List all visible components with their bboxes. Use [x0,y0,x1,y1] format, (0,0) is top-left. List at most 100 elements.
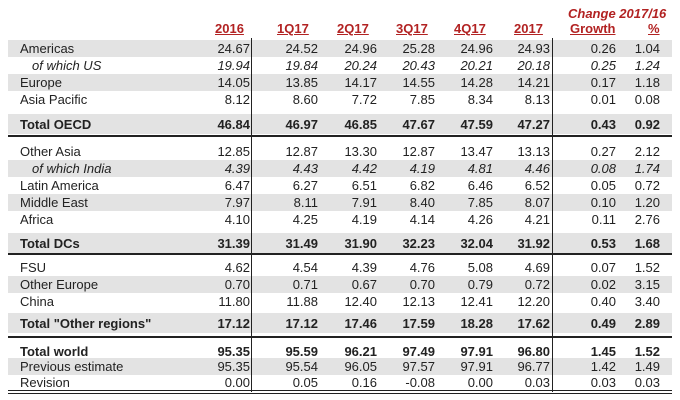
cell-2q17: 6.51 [351,178,377,193]
cell-percent: 1.18 [634,75,660,90]
cell-2017: 20.18 [517,58,550,73]
cell-1q17: 0.05 [292,375,318,390]
divider [8,336,672,338]
cell-2016: 0.70 [224,277,250,292]
cell-2016: 6.47 [224,178,250,193]
cell-2016: 95.35 [217,344,250,359]
column-divider [552,38,553,392]
cell-growth: 0.11 [591,212,616,227]
cell-3q17: 25.28 [402,41,435,56]
cell-4q17: 97.91 [460,344,493,359]
cell-growth: 0.03 [590,375,616,390]
cell-2017: 8.13 [524,92,550,107]
cell-growth: 0.02 [590,277,616,292]
cell-3q17: 17.59 [402,316,435,331]
col-header-1q17: 1Q17 [277,21,309,36]
cell-percent: 3.40 [634,294,660,309]
col-header-percent: % [648,21,660,36]
cell-1q17: 12.87 [285,144,318,159]
row-label: Other Europe [20,277,99,292]
cell-2q17: 4.19 [351,212,377,227]
cell-2017: 96.80 [517,344,550,359]
table-row: Latin America 6.47 6.27 6.51 6.82 6.46 6.52 0.0… [8,177,672,194]
cell-2016: 8.12 [224,92,250,107]
cell-2017: 8.07 [524,195,550,210]
cell-growth: 0.10 [590,195,616,210]
cell-3q17: 4.76 [409,260,435,275]
cell-2017: 4.69 [524,260,550,275]
cell-1q17: 95.54 [285,359,318,374]
cell-1q17: 4.25 [292,212,318,227]
cell-growth: 0.01 [590,92,616,107]
cell-growth: 0.53 [590,236,616,251]
row-label: Total DCs [20,236,80,251]
row-label: Total OECD [20,117,92,132]
cell-percent: 1.20 [634,195,660,210]
table-row: Total DCs 31.39 31.49 31.90 32.23 32.04 31.92 0… [8,233,672,253]
cell-1q17: 46.97 [285,117,318,132]
table-row: Americas 24.67 24.52 24.96 25.28 24.96 24.93 0.… [8,40,672,57]
row-label: Total "Other regions" [20,316,152,331]
cell-4q17: 13.47 [460,144,493,159]
cell-2q17: 7.91 [351,195,377,210]
cell-percent: 2.89 [634,316,660,331]
cell-4q17: 0.79 [467,277,493,292]
cell-3q17: 4.19 [409,161,435,176]
cell-2016: 95.35 [217,359,250,374]
cell-3q17: 7.85 [409,92,435,107]
table-row: Europe 14.05 13.85 14.17 14.55 14.28 14.21 0.17… [8,74,672,91]
row-label: of which US [32,58,102,73]
cell-growth: 0.40 [590,294,616,309]
cell-4q17: 5.08 [467,260,493,275]
cell-4q17: 0.00 [467,375,493,390]
table-row: Asia Pacific 8.12 8.60 7.72 7.85 8.34 8.13 0.01… [8,91,672,108]
cell-3q17: 12.13 [402,294,435,309]
cell-growth: 1.45 [590,344,616,359]
cell-2016: 12.85 [217,144,250,159]
table-row: Other Asia 12.85 12.87 13.30 12.87 13.47 13.13… [8,143,672,160]
cell-4q17: 4.26 [467,212,493,227]
col-header-2q17: 2Q17 [337,21,369,36]
cell-1q17: 17.12 [285,316,318,331]
cell-2q17: 31.90 [344,236,377,251]
cell-3q17: 4.14 [409,212,435,227]
cell-1q17: 4.43 [292,161,318,176]
cell-2016: 4.10 [224,212,250,227]
cell-2016: 31.39 [217,236,250,251]
cell-4q17: 6.46 [467,178,493,193]
cell-2q17: 0.16 [351,375,377,390]
cell-percent: 0.03 [634,375,660,390]
cell-growth: 0.05 [590,178,616,193]
table-row: Middle East 7.97 8.11 7.91 8.40 7.85 8.07 0.10 1… [8,194,672,211]
cell-2q17: 14.17 [344,75,377,90]
cell-2q17: 4.39 [351,260,377,275]
cell-2017: 0.72 [524,277,550,292]
cell-3q17: 47.67 [402,117,435,132]
cell-2017: 13.13 [517,144,550,159]
cell-4q17: 12.41 [460,294,493,309]
cell-1q17: 11.88 [286,294,318,309]
cell-percent: 0.92 [634,117,660,132]
row-label: Latin America [20,178,99,193]
cell-percent: 0.72 [634,178,660,193]
cell-4q17: 4.81 [467,161,493,176]
cell-percent: 2.12 [634,144,660,159]
cell-3q17: 12.87 [402,144,435,159]
cell-percent: 3.15 [634,277,660,292]
cell-3q17: 0.70 [409,277,435,292]
cell-percent: 1.68 [634,236,660,251]
row-label: FSU [20,260,46,275]
col-header-2016: 2016 [215,21,244,36]
cell-3q17: 97.57 [402,359,435,374]
cell-2q17: 0.67 [351,277,377,292]
cell-3q17: 8.40 [409,195,435,210]
row-label: Previous estimate [20,359,124,374]
cell-growth: 0.17 [590,75,616,90]
cell-percent: 1.52 [634,344,660,359]
cell-2q17: 17.46 [344,316,377,331]
cell-2q17: 20.24 [344,58,377,73]
row-label: of which India [32,161,112,176]
row-label: China [20,294,54,309]
table-row: Previous estimate 95.35 95.54 96.05 97.57 97.… [8,358,672,375]
cell-3q17: 14.55 [402,75,435,90]
